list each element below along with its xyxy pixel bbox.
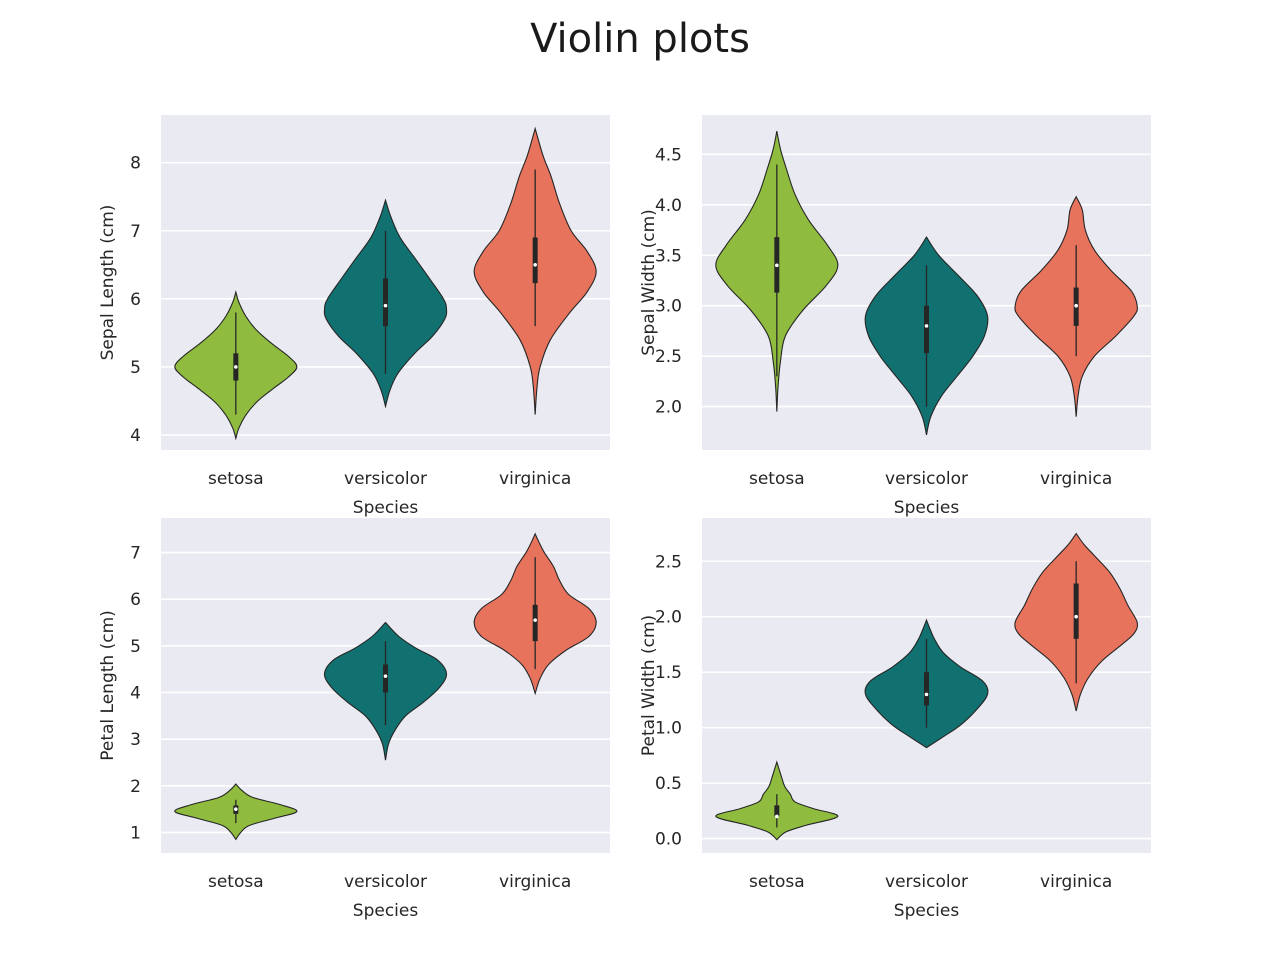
x-tick-label-virginica: virginica (499, 469, 571, 489)
panels: 4 5 6 7 8 setosa versicolor virginica Species Sep… (98, 115, 1151, 921)
x-tick-label-versicolor: versicolor (885, 872, 968, 892)
x-tick-label-setosa: setosa (208, 469, 264, 489)
y-tick-label: 2.5 (655, 347, 682, 367)
x-axis-label: Species (894, 901, 960, 921)
median-marker-virginica (1074, 614, 1078, 619)
x-tick-label-setosa: setosa (208, 872, 264, 892)
x-tick-label-virginica: virginica (499, 872, 571, 892)
x-axis-label: Species (353, 498, 419, 518)
y-tick-label: 4.5 (655, 145, 682, 165)
x-tick-label-versicolor: versicolor (344, 469, 427, 489)
y-tick-label: 0.5 (655, 774, 682, 794)
y-tick-label: 3.0 (655, 297, 682, 317)
x-tick-label-setosa: setosa (749, 872, 805, 892)
median-marker-virginica (533, 262, 537, 267)
y-tick-label: 1.0 (655, 719, 682, 739)
median-marker-versicolor (924, 692, 929, 697)
median-marker-versicolor (383, 674, 388, 678)
y-tick-label: 0.0 (655, 830, 682, 850)
y-axis-label: Sepal Length (cm) (98, 205, 118, 361)
panel-3: 1 2 3 4 5 6 7 setosa versicolor virginica Species P… (98, 518, 610, 921)
median-marker-versicolor (924, 324, 929, 328)
median-marker-setosa (775, 814, 779, 819)
x-tick-label-versicolor: versicolor (885, 469, 968, 489)
y-tick-label: 4.0 (655, 196, 682, 216)
y-axis-label: Petal Length (cm) (98, 610, 118, 761)
panel-1: 4 5 6 7 8 setosa versicolor virginica Species Sep… (98, 115, 610, 518)
y-tick-label: 5 (130, 358, 141, 378)
median-marker-virginica (533, 618, 537, 622)
y-axis-label: Sepal Width (cm) (639, 209, 659, 356)
y-tick-label: 8 (130, 154, 141, 174)
y-tick-label: 2.0 (655, 608, 682, 628)
figure-title: Violin plots (530, 16, 750, 62)
y-tick-label: 4 (130, 683, 141, 703)
y-tick-label: 1.5 (655, 663, 682, 683)
median-marker-setosa (234, 807, 238, 811)
y-tick-label: 5 (130, 637, 141, 657)
median-marker-virginica (1074, 303, 1078, 308)
y-tick-label: 7 (130, 222, 141, 242)
y-tick-label: 4 (130, 426, 141, 446)
y-tick-label: 3.5 (655, 246, 682, 266)
y-axis-label: Petal Width (cm) (639, 615, 659, 756)
y-tick-label: 2.5 (655, 552, 682, 572)
y-tick-label: 2.0 (655, 398, 682, 418)
y-tick-label: 3 (130, 730, 141, 750)
y-tick-label: 6 (130, 290, 141, 310)
panel-4: 0.0 0.5 1.0 1.5 2.0 2.5 setosa versicolor virgin… (639, 518, 1151, 921)
median-marker-setosa (775, 263, 779, 268)
x-axis-label: Species (353, 901, 419, 921)
x-axis-label: Species (894, 498, 960, 518)
panel-2: 2.0 2.5 3.0 3.5 4.0 4.5 setosa versicolor virgin… (639, 115, 1151, 518)
y-tick-label: 6 (130, 590, 141, 610)
x-tick-label-setosa: setosa (749, 469, 805, 489)
x-tick-label-versicolor: versicolor (344, 872, 427, 892)
x-tick-label-virginica: virginica (1040, 469, 1112, 489)
x-tick-label-virginica: virginica (1040, 872, 1112, 892)
median-marker-versicolor (383, 303, 388, 308)
y-tick-label: 1 (130, 823, 141, 843)
median-marker-setosa (234, 365, 238, 369)
y-tick-label: 7 (130, 544, 141, 564)
y-tick-label: 2 (130, 777, 141, 797)
